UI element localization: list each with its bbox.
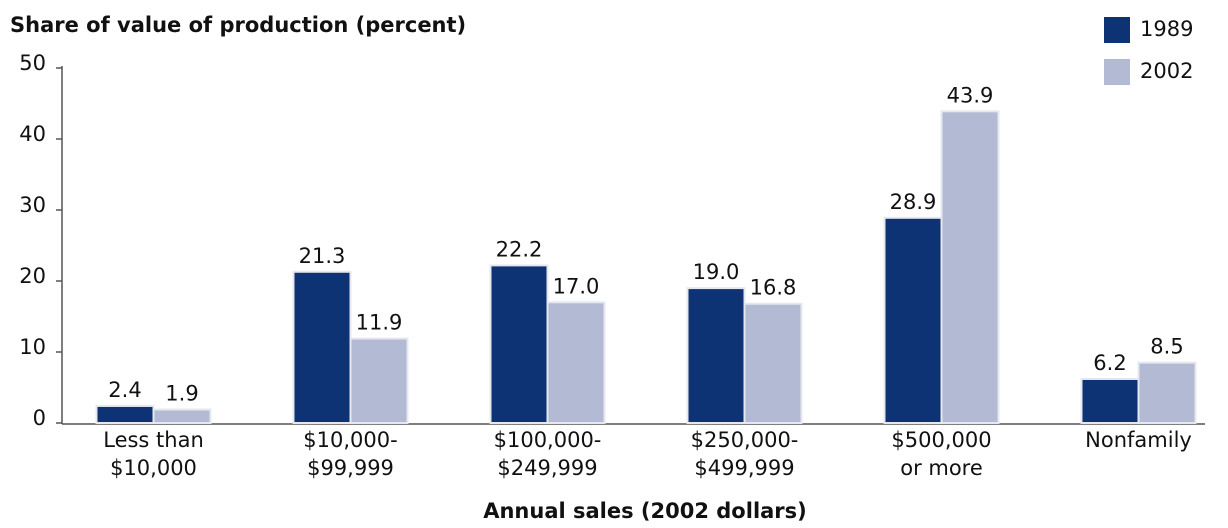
chart-title: Share of value of production (percent) [10, 13, 466, 37]
x-tick-label: $99,999 [307, 456, 394, 480]
bar [883, 216, 943, 424]
legend-swatch [1104, 59, 1130, 85]
x-axis-title: Annual sales (2002 dollars) [483, 499, 807, 523]
bar [349, 337, 409, 425]
value-label: 21.3 [299, 244, 346, 268]
x-tick-label: $100,000- [494, 428, 602, 452]
y-tick-label: 50 [19, 51, 46, 75]
value-label: 43.9 [947, 83, 994, 107]
bar [743, 302, 803, 424]
legend-label: 2002 [1140, 59, 1193, 83]
x-tick-label: $10,000 [110, 456, 197, 480]
legend-swatch [1104, 17, 1130, 43]
y-tick-label: 40 [19, 122, 46, 146]
bar [1137, 361, 1197, 424]
x-tick-label: Nonfamily [1085, 428, 1192, 452]
bar [546, 301, 606, 424]
bar [686, 287, 746, 424]
value-label: 6.2 [1093, 351, 1126, 375]
bar [1080, 377, 1140, 425]
bar [95, 404, 155, 424]
y-tick-label: 10 [19, 335, 46, 359]
value-label: 19.0 [693, 260, 740, 284]
x-tick-label: or more [900, 456, 983, 480]
y-tick-label: 30 [19, 193, 46, 217]
value-label: 1.9 [165, 382, 198, 406]
bar [489, 264, 549, 424]
x-tick-label: $500,000 [891, 428, 991, 452]
bar [940, 110, 1000, 424]
x-tick-label: Less than [103, 428, 204, 452]
value-label: 11.9 [356, 311, 403, 335]
bar [292, 270, 352, 424]
value-label: 28.9 [890, 190, 937, 214]
y-tick-label: 0 [33, 406, 46, 430]
value-label: 17.0 [553, 274, 600, 298]
value-label: 2.4 [108, 378, 141, 402]
x-tick-label: $250,000- [691, 428, 799, 452]
x-tick-label: $249,999 [497, 456, 597, 480]
value-label: 22.2 [496, 237, 543, 261]
x-tick-label: $499,999 [694, 456, 794, 480]
bar [152, 408, 212, 425]
y-tick-label: 20 [19, 264, 46, 288]
value-label: 8.5 [1150, 335, 1183, 359]
value-label: 16.8 [750, 276, 797, 300]
x-tick-label: $10,000- [303, 428, 397, 452]
legend-label: 1989 [1140, 17, 1193, 41]
